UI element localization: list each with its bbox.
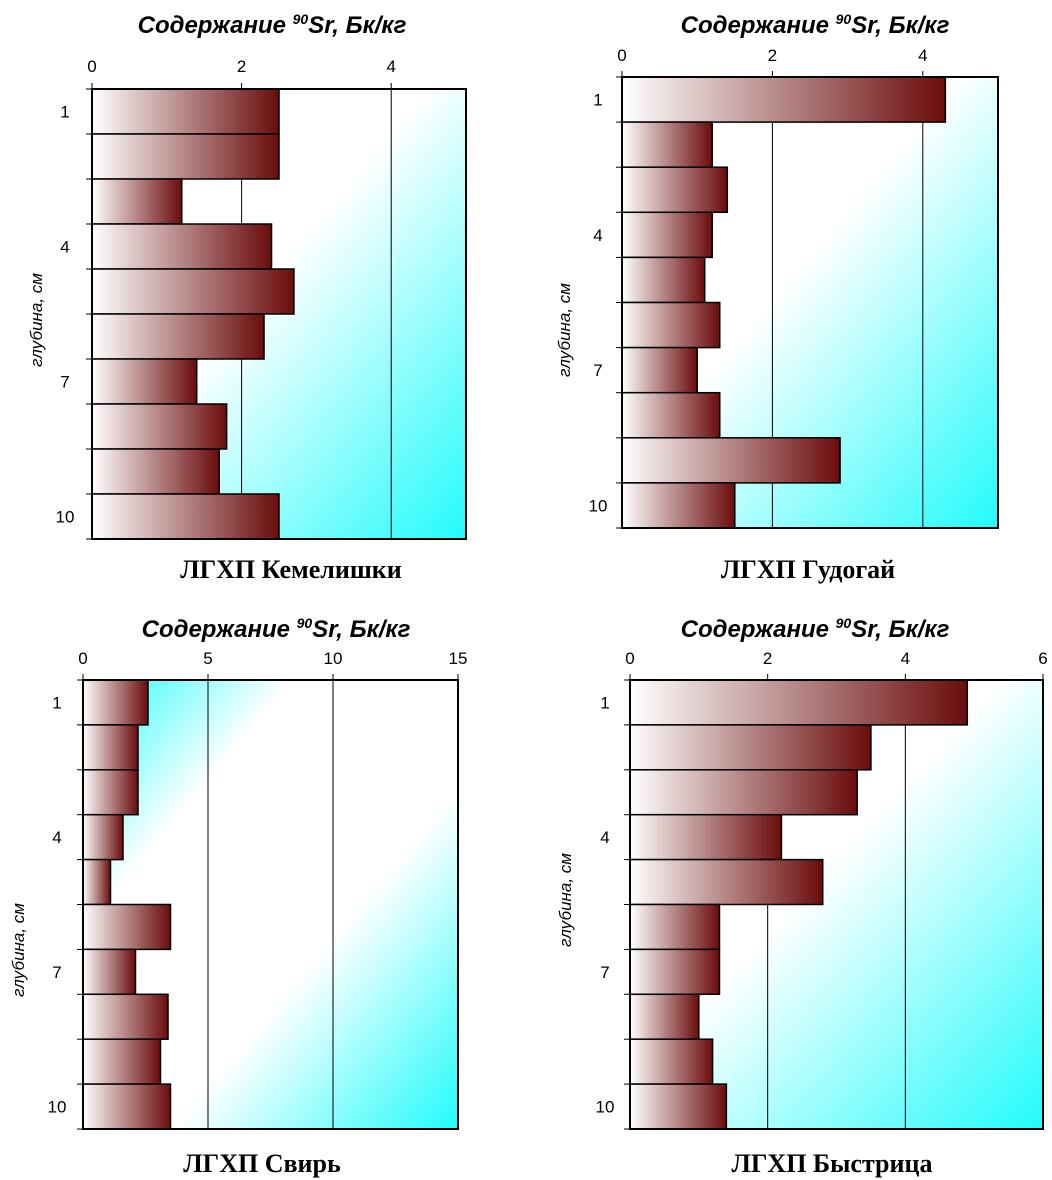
- bar-depth-10: [91, 493, 280, 540]
- chart-caption: ЛГХП Быстрица: [732, 1149, 933, 1178]
- chart-title-suffix: Sr, Бк/кг: [312, 616, 410, 643]
- chart-title-superscript: 90: [836, 11, 852, 27]
- chart-title: Содержание 90Sr, Бк/кг: [138, 11, 407, 39]
- bar-depth-6: [82, 903, 172, 951]
- chart-title: Содержание 90Sr, Бк/кг: [142, 615, 411, 643]
- chart-title: Содержание 90Sr, Бк/кг: [681, 615, 950, 643]
- bar-depth-9: [629, 1038, 714, 1085]
- bar-depth-2: [621, 121, 713, 168]
- chart-title-suffix: Sr, Бк/кг: [308, 12, 406, 39]
- chart-title: Содержание 90Sr, Бк/кг: [681, 11, 950, 39]
- bar-depth-7: [629, 948, 721, 996]
- y-tick-label: 1: [52, 693, 61, 712]
- x-tick-label: 4: [901, 649, 910, 668]
- bar-depth-5: [91, 268, 295, 315]
- bar-depth-5: [629, 858, 824, 906]
- y-tick-label: 7: [600, 963, 609, 982]
- x-tick-label: 15: [449, 649, 468, 668]
- x-tick-label: 4: [918, 46, 927, 65]
- x-tick-label: 2: [237, 57, 246, 76]
- chart-title-superscript: 90: [293, 11, 309, 27]
- bar-depth-1: [91, 88, 280, 135]
- bar-depth-1: [621, 76, 947, 123]
- bar-depth-3: [621, 166, 729, 214]
- x-tick-label: 0: [78, 649, 87, 668]
- chart-3: Содержание 90Sr, Бк/кг 0 5 10 15 1 4 7 10 глубина…: [9, 615, 467, 1178]
- bar-depth-9: [91, 448, 220, 495]
- y-tick-label: 4: [600, 828, 609, 847]
- chart-title-suffix: Sr, Бк/кг: [851, 616, 949, 643]
- chart-title-prefix: Содержание: [681, 12, 836, 39]
- y-axis-label: глубина, см: [555, 283, 574, 377]
- y-axis-label: глубина, см: [27, 273, 46, 367]
- bar-depth-9: [621, 437, 841, 484]
- y-axis-label: глубина, см: [9, 903, 28, 997]
- y-tick-label: 4: [60, 238, 69, 257]
- bar-depth-1: [82, 679, 149, 726]
- x-tick-label: 2: [763, 649, 772, 668]
- bar-depth-4: [621, 211, 713, 259]
- y-tick-label: 1: [60, 103, 69, 122]
- y-tick-label: 10: [596, 1098, 615, 1117]
- bar-depth-2: [629, 724, 872, 771]
- x-tick-label: 6: [1038, 649, 1047, 668]
- chart-caption: ЛГХП Кемелишки: [180, 555, 402, 584]
- x-tick-label: 10: [324, 649, 343, 668]
- bar-depth-3: [629, 769, 858, 816]
- chart-title-prefix: Содержание: [138, 12, 293, 39]
- x-tick-label: 0: [625, 649, 634, 668]
- chart-title-superscript: 90: [836, 615, 852, 631]
- y-tick-label: 4: [52, 828, 61, 847]
- bar-depth-10: [82, 1083, 172, 1130]
- bar-depth-4: [82, 813, 124, 861]
- chart-caption: ЛГХП Свирь: [183, 1149, 341, 1178]
- chart-2: Содержание 90Sr, Бк/кг 0 2 4 1 4 7 10 глубина, с…: [555, 11, 999, 584]
- y-tick-label: 4: [593, 226, 602, 245]
- bar-depth-3: [91, 178, 183, 225]
- bar-depth-8: [82, 993, 169, 1040]
- bar-depth-5: [621, 256, 706, 304]
- y-tick-label: 7: [60, 373, 69, 392]
- bar-depth-4: [629, 813, 783, 861]
- x-tick-label: 5: [203, 649, 212, 668]
- chart-title-prefix: Содержание: [142, 616, 297, 643]
- chart-4: Содержание 90Sr, Бк/кг 0 2 4 6 1 4 7 10 глубина, …: [556, 615, 1048, 1178]
- chart-title-prefix: Содержание: [681, 616, 836, 643]
- bar-depth-8: [621, 391, 721, 439]
- bar-depth-4: [91, 223, 273, 270]
- bar-depth-2: [82, 724, 139, 771]
- y-tick-label: 7: [52, 963, 61, 982]
- y-tick-label: 10: [56, 508, 75, 527]
- bar-depth-2: [91, 133, 280, 180]
- bar-depth-7: [91, 358, 198, 405]
- bar-depth-6: [91, 313, 265, 360]
- y-tick-label: 1: [600, 693, 609, 712]
- chart-1: Содержание 90Sr, Бк/кг 0 2 4 1 4 7 10 глубина, с…: [27, 11, 467, 584]
- x-tick-label: 0: [617, 46, 626, 65]
- bar-depth-5: [82, 858, 112, 906]
- bar-depth-3: [82, 769, 139, 816]
- bar-depth-1: [629, 679, 969, 726]
- x-tick-label: 0: [87, 57, 96, 76]
- bar-depth-7: [82, 948, 137, 996]
- bar-depth-8: [629, 993, 700, 1040]
- y-tick-label: 10: [589, 496, 608, 515]
- bar-depth-9: [82, 1038, 162, 1085]
- bar-depth-6: [629, 903, 721, 951]
- chart-title-suffix: Sr, Бк/кг: [851, 12, 949, 39]
- y-tick-label: 7: [593, 361, 602, 380]
- x-tick-label: 4: [386, 57, 395, 76]
- bar-depth-10: [629, 1083, 728, 1130]
- y-axis-label: глубина, см: [556, 853, 575, 947]
- bar-depth-8: [91, 403, 228, 450]
- y-tick-label: 10: [48, 1098, 67, 1117]
- chart-caption: ЛГХП Гудогай: [721, 555, 895, 584]
- bar-depth-10: [621, 482, 736, 529]
- bar-depth-6: [621, 301, 721, 349]
- chart-title-superscript: 90: [297, 615, 313, 631]
- x-tick-label: 2: [768, 46, 777, 65]
- y-tick-label: 1: [593, 91, 602, 110]
- bar-depth-7: [621, 346, 698, 394]
